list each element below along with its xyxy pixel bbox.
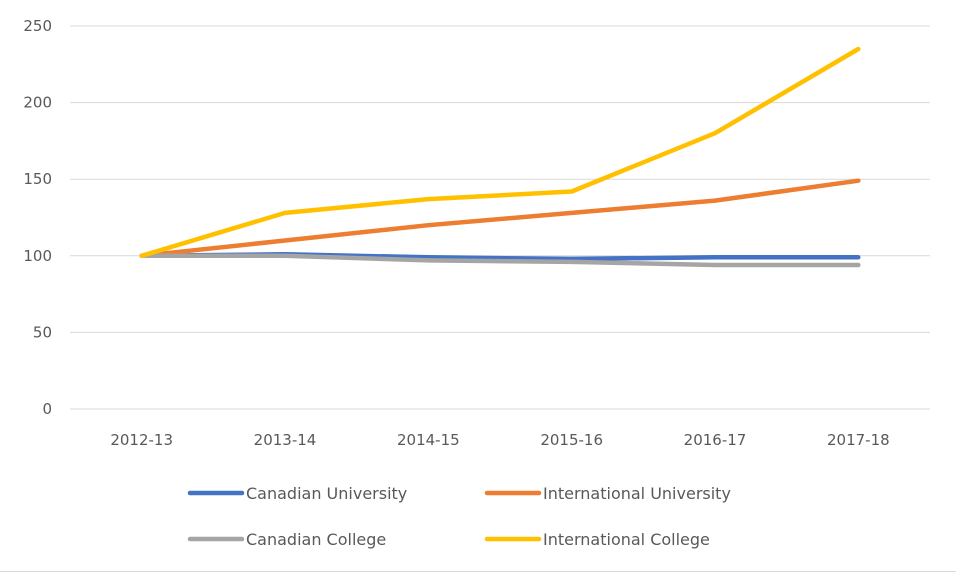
y-tick-label: 100: [23, 247, 52, 265]
y-tick-label: 200: [23, 94, 52, 112]
legend-label-international-university: International University: [543, 484, 731, 503]
series-lines: [139, 46, 861, 268]
legend: Canadian University International Univers…: [187, 484, 731, 549]
x-tick-label: 2013-14: [254, 431, 317, 449]
series-line-international-college: [139, 46, 861, 259]
y-axis-ticks: 0 50 100 150 200 250: [23, 17, 52, 418]
x-tick-label: 2014-15: [397, 431, 460, 449]
legend-label-canadian-university: Canadian University: [246, 484, 407, 503]
x-tick-label: 2012-13: [110, 431, 173, 449]
legend-label-international-college: International College: [543, 530, 710, 549]
chart-frame-bottom-border: [0, 571, 956, 572]
x-tick-label: 2015-16: [540, 431, 603, 449]
y-tick-label: 150: [23, 170, 52, 188]
x-axis-ticks: 2012-13 2013-14 2014-15 2015-16 2016-17 2017-…: [110, 431, 889, 449]
x-tick-label: 2016-17: [684, 431, 747, 449]
y-tick-label: 50: [33, 323, 52, 341]
y-tick-label: 250: [23, 17, 52, 35]
y-tick-label: 0: [42, 400, 52, 418]
x-tick-label: 2017-18: [827, 431, 890, 449]
series-line-international-university: [139, 178, 861, 259]
series-line-canadian-college: [139, 253, 861, 268]
legend-label-canadian-college: Canadian College: [246, 530, 386, 549]
